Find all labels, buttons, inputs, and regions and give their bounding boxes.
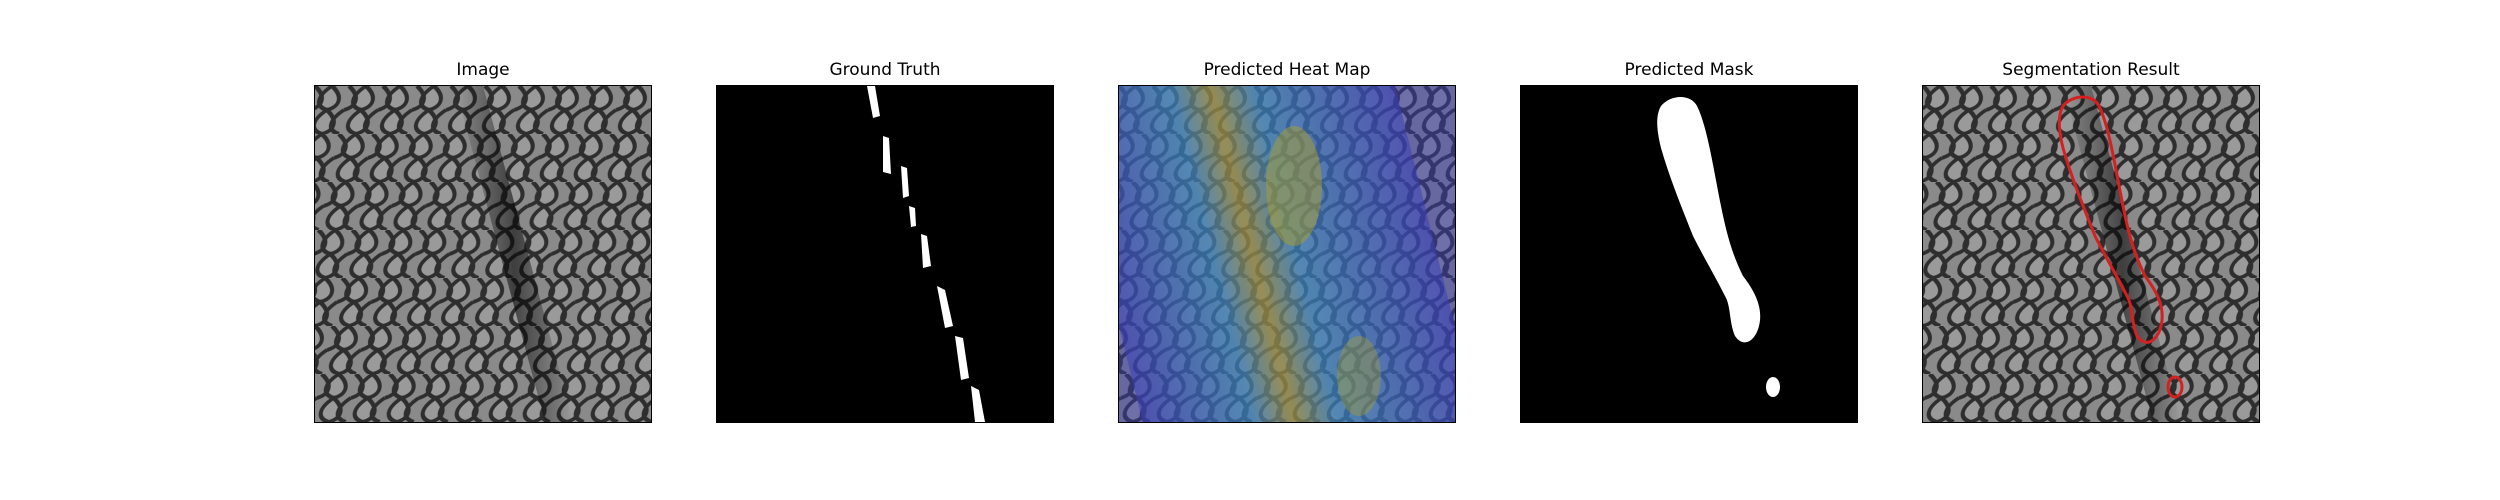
- heatmap-frame: [1118, 85, 1456, 423]
- texture-image: [315, 86, 651, 422]
- panel-title-segmentation: Segmentation Result: [2002, 60, 2180, 80]
- mask-frame: [1520, 85, 1858, 423]
- segmentation-image: [1923, 86, 2259, 422]
- panel-title-image: Image: [456, 60, 510, 80]
- panel-title-ground-truth: Ground Truth: [829, 60, 941, 80]
- ground-truth-mask: [717, 86, 1053, 422]
- panel-title-heatmap: Predicted Heat Map: [1203, 60, 1371, 80]
- predicted-mask: [1521, 86, 1857, 422]
- ground-truth-frame: [716, 85, 1054, 423]
- segmentation-contour-small: [2166, 375, 2184, 399]
- panel-title-mask: Predicted Mask: [1624, 60, 1754, 80]
- heatmap-image: [1119, 86, 1455, 422]
- segmentation-frame: [1922, 85, 2260, 423]
- segmentation-contour: [2057, 95, 2164, 344]
- image-frame: [314, 85, 652, 423]
